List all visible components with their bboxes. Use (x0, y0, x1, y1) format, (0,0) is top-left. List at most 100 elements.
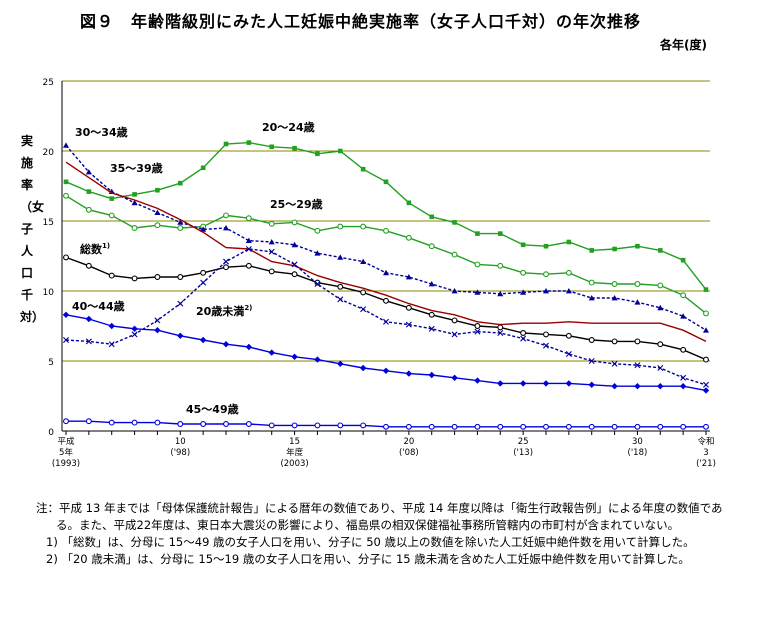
data-point (451, 317, 458, 324)
footnotes: 注：平成 13 年までは「母体保護統計報告」による暦年の数値であり、平成 14 … (36, 500, 736, 568)
data-point (520, 330, 527, 336)
data-point (543, 243, 549, 249)
x-tick-label: 年度 (286, 447, 304, 458)
data-point (543, 271, 549, 278)
data-point (543, 331, 549, 338)
x-tick-label: 5年 (59, 447, 73, 458)
data-point (565, 288, 572, 294)
data-point (497, 290, 504, 297)
data-point (497, 330, 504, 336)
data-point (451, 331, 458, 338)
data-point (314, 250, 321, 256)
data-point (428, 423, 435, 430)
data-point (657, 282, 664, 289)
data-point (132, 192, 137, 197)
data-point (520, 289, 527, 295)
data-point (269, 144, 275, 150)
series-line (65, 161, 707, 343)
data-point (63, 142, 69, 148)
data-point (428, 281, 435, 287)
series-label: 20～24歳 (262, 120, 315, 134)
data-point (246, 140, 252, 145)
data-point (657, 341, 664, 348)
data-point (85, 315, 93, 323)
data-point (63, 254, 69, 261)
data-point (383, 179, 389, 185)
x-tick-label: 15 (289, 437, 300, 447)
data-point (223, 141, 229, 147)
data-point (245, 246, 252, 252)
series-label: 30～34歳 (75, 125, 128, 139)
data-point (475, 231, 480, 236)
data-point (474, 423, 481, 430)
data-point (497, 324, 504, 331)
x-tick-label: 20 (403, 437, 414, 447)
data-point (406, 200, 412, 206)
data-point (703, 381, 709, 388)
data-point (543, 423, 549, 430)
data-point (314, 422, 321, 429)
data-point (268, 349, 275, 356)
data-point (429, 214, 435, 220)
data-point (154, 327, 161, 334)
data-point (360, 422, 367, 429)
data-point (451, 288, 458, 294)
series-label: 20歳未満2) (196, 304, 252, 318)
data-point (497, 423, 504, 430)
data-point (154, 419, 161, 426)
data-point (200, 269, 207, 276)
data-point (200, 165, 206, 171)
data-point (177, 274, 184, 280)
series-label-superscript: 2) (244, 304, 252, 312)
data-point (589, 248, 595, 253)
x-tick-label: ('08) (399, 448, 419, 458)
data-point (245, 262, 252, 269)
data-point (611, 360, 618, 367)
data-point (680, 374, 687, 381)
data-point (451, 251, 458, 258)
data-point (63, 192, 69, 199)
data-point (543, 288, 549, 294)
series-label: 25～29歳 (270, 197, 323, 211)
data-point (200, 226, 207, 232)
data-point (565, 269, 572, 276)
data-point (565, 332, 572, 339)
data-point (680, 346, 687, 353)
data-point (588, 295, 595, 301)
data-point (131, 199, 138, 206)
data-point (86, 189, 92, 194)
data-point (223, 421, 229, 427)
data-point (337, 422, 344, 429)
data-point (497, 262, 504, 269)
data-point (474, 261, 481, 268)
chart-title: 図９ 年齢階級別にみた人工妊娠中絶実施率（女子人口千対）の年次推移 (80, 12, 642, 31)
x-tick-label: 30 (632, 437, 643, 447)
x-tick-label: ('13) (513, 448, 533, 458)
data-point (657, 423, 664, 430)
data-point (85, 418, 92, 425)
data-point (200, 421, 207, 427)
series-label: 総数1) (80, 242, 110, 256)
data-point (451, 374, 458, 381)
data-point (611, 281, 618, 287)
data-point (85, 262, 92, 269)
y-tick-label: 20 (43, 148, 55, 158)
data-point (383, 297, 389, 304)
data-point (177, 300, 184, 307)
data-point (679, 383, 687, 390)
data-point (108, 341, 115, 348)
data-point (565, 380, 573, 387)
series-line (65, 248, 707, 386)
data-point (109, 196, 115, 201)
data-point (520, 242, 526, 248)
y-tick-label: 10 (43, 288, 55, 298)
data-point (588, 279, 595, 286)
series-label: 40～44歳 (72, 299, 125, 313)
data-point (405, 234, 412, 241)
data-point (657, 248, 663, 253)
data-point (634, 299, 641, 305)
data-point (565, 351, 572, 357)
data-point (405, 423, 412, 430)
y-tick-label: 5 (48, 358, 54, 368)
x-tick-label: 平成 (57, 436, 75, 447)
